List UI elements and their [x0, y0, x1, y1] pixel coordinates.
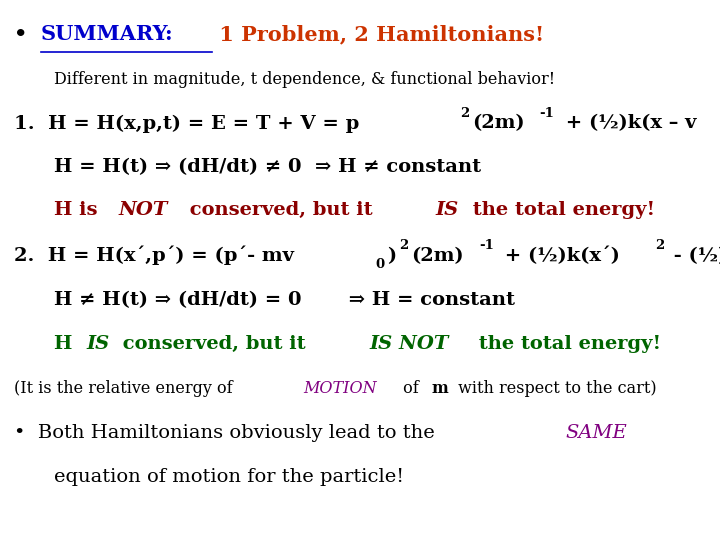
Text: 2: 2	[460, 106, 469, 120]
Text: IS: IS	[436, 201, 459, 219]
Text: NOT: NOT	[119, 201, 168, 219]
Text: IS: IS	[86, 335, 109, 353]
Text: 2: 2	[655, 239, 665, 252]
Text: ): )	[387, 247, 397, 265]
Text: (2m): (2m)	[472, 114, 524, 132]
Text: SUMMARY:: SUMMARY:	[41, 24, 174, 44]
Text: - (½)mx´(v: - (½)mx´(v	[667, 246, 720, 265]
Text: with respect to the cart): with respect to the cart)	[453, 380, 657, 397]
Text: MOTION: MOTION	[303, 380, 377, 397]
Text: (2m): (2m)	[411, 247, 464, 265]
Text: equation of motion for the particle!: equation of motion for the particle!	[54, 468, 404, 485]
Text: Different in magnitude, t dependence, & functional behavior!: Different in magnitude, t dependence, & …	[54, 71, 555, 87]
Text: of: of	[398, 380, 424, 397]
Text: H = H(t) ⇒ (dH/dt) ≠ 0  ⇒ H ≠ constant: H = H(t) ⇒ (dH/dt) ≠ 0 ⇒ H ≠ constant	[54, 158, 481, 176]
Text: 2: 2	[399, 239, 408, 252]
Text: H: H	[54, 335, 79, 353]
Text: •  Both Hamiltonians obviously lead to the: • Both Hamiltonians obviously lead to th…	[14, 424, 441, 442]
Text: -1: -1	[540, 106, 554, 120]
Text: + (½)k(x´): + (½)k(x´)	[498, 246, 620, 265]
Text: m: m	[431, 380, 449, 397]
Text: the total energy!: the total energy!	[466, 201, 655, 219]
Text: + (½)k(x – v: + (½)k(x – v	[559, 114, 696, 132]
Text: IS NOT: IS NOT	[370, 335, 449, 353]
Text: H ≠ H(t) ⇒ (dH/dt) = 0       ⇒ H = constant: H ≠ H(t) ⇒ (dH/dt) = 0 ⇒ H = constant	[54, 291, 515, 309]
Text: 0: 0	[376, 258, 384, 272]
Text: 2.  H = H(x´,p´) = (p´- mv: 2. H = H(x´,p´) = (p´- mv	[14, 245, 294, 265]
Text: 1.  H = H(x,p,t) = E = T + V = p: 1. H = H(x,p,t) = E = T + V = p	[14, 114, 360, 132]
Text: conserved, but it: conserved, but it	[117, 335, 312, 353]
Text: 1 Problem, 2 Hamiltonians!: 1 Problem, 2 Hamiltonians!	[212, 24, 544, 44]
Text: -1: -1	[479, 239, 494, 252]
Text: H is: H is	[54, 201, 104, 219]
Text: conserved, but it: conserved, but it	[183, 201, 379, 219]
Text: (It is the relative energy of: (It is the relative energy of	[14, 380, 238, 397]
Text: the total energy!: the total energy!	[472, 335, 662, 353]
Text: SAME: SAME	[565, 424, 627, 442]
Text: •: •	[14, 24, 35, 44]
